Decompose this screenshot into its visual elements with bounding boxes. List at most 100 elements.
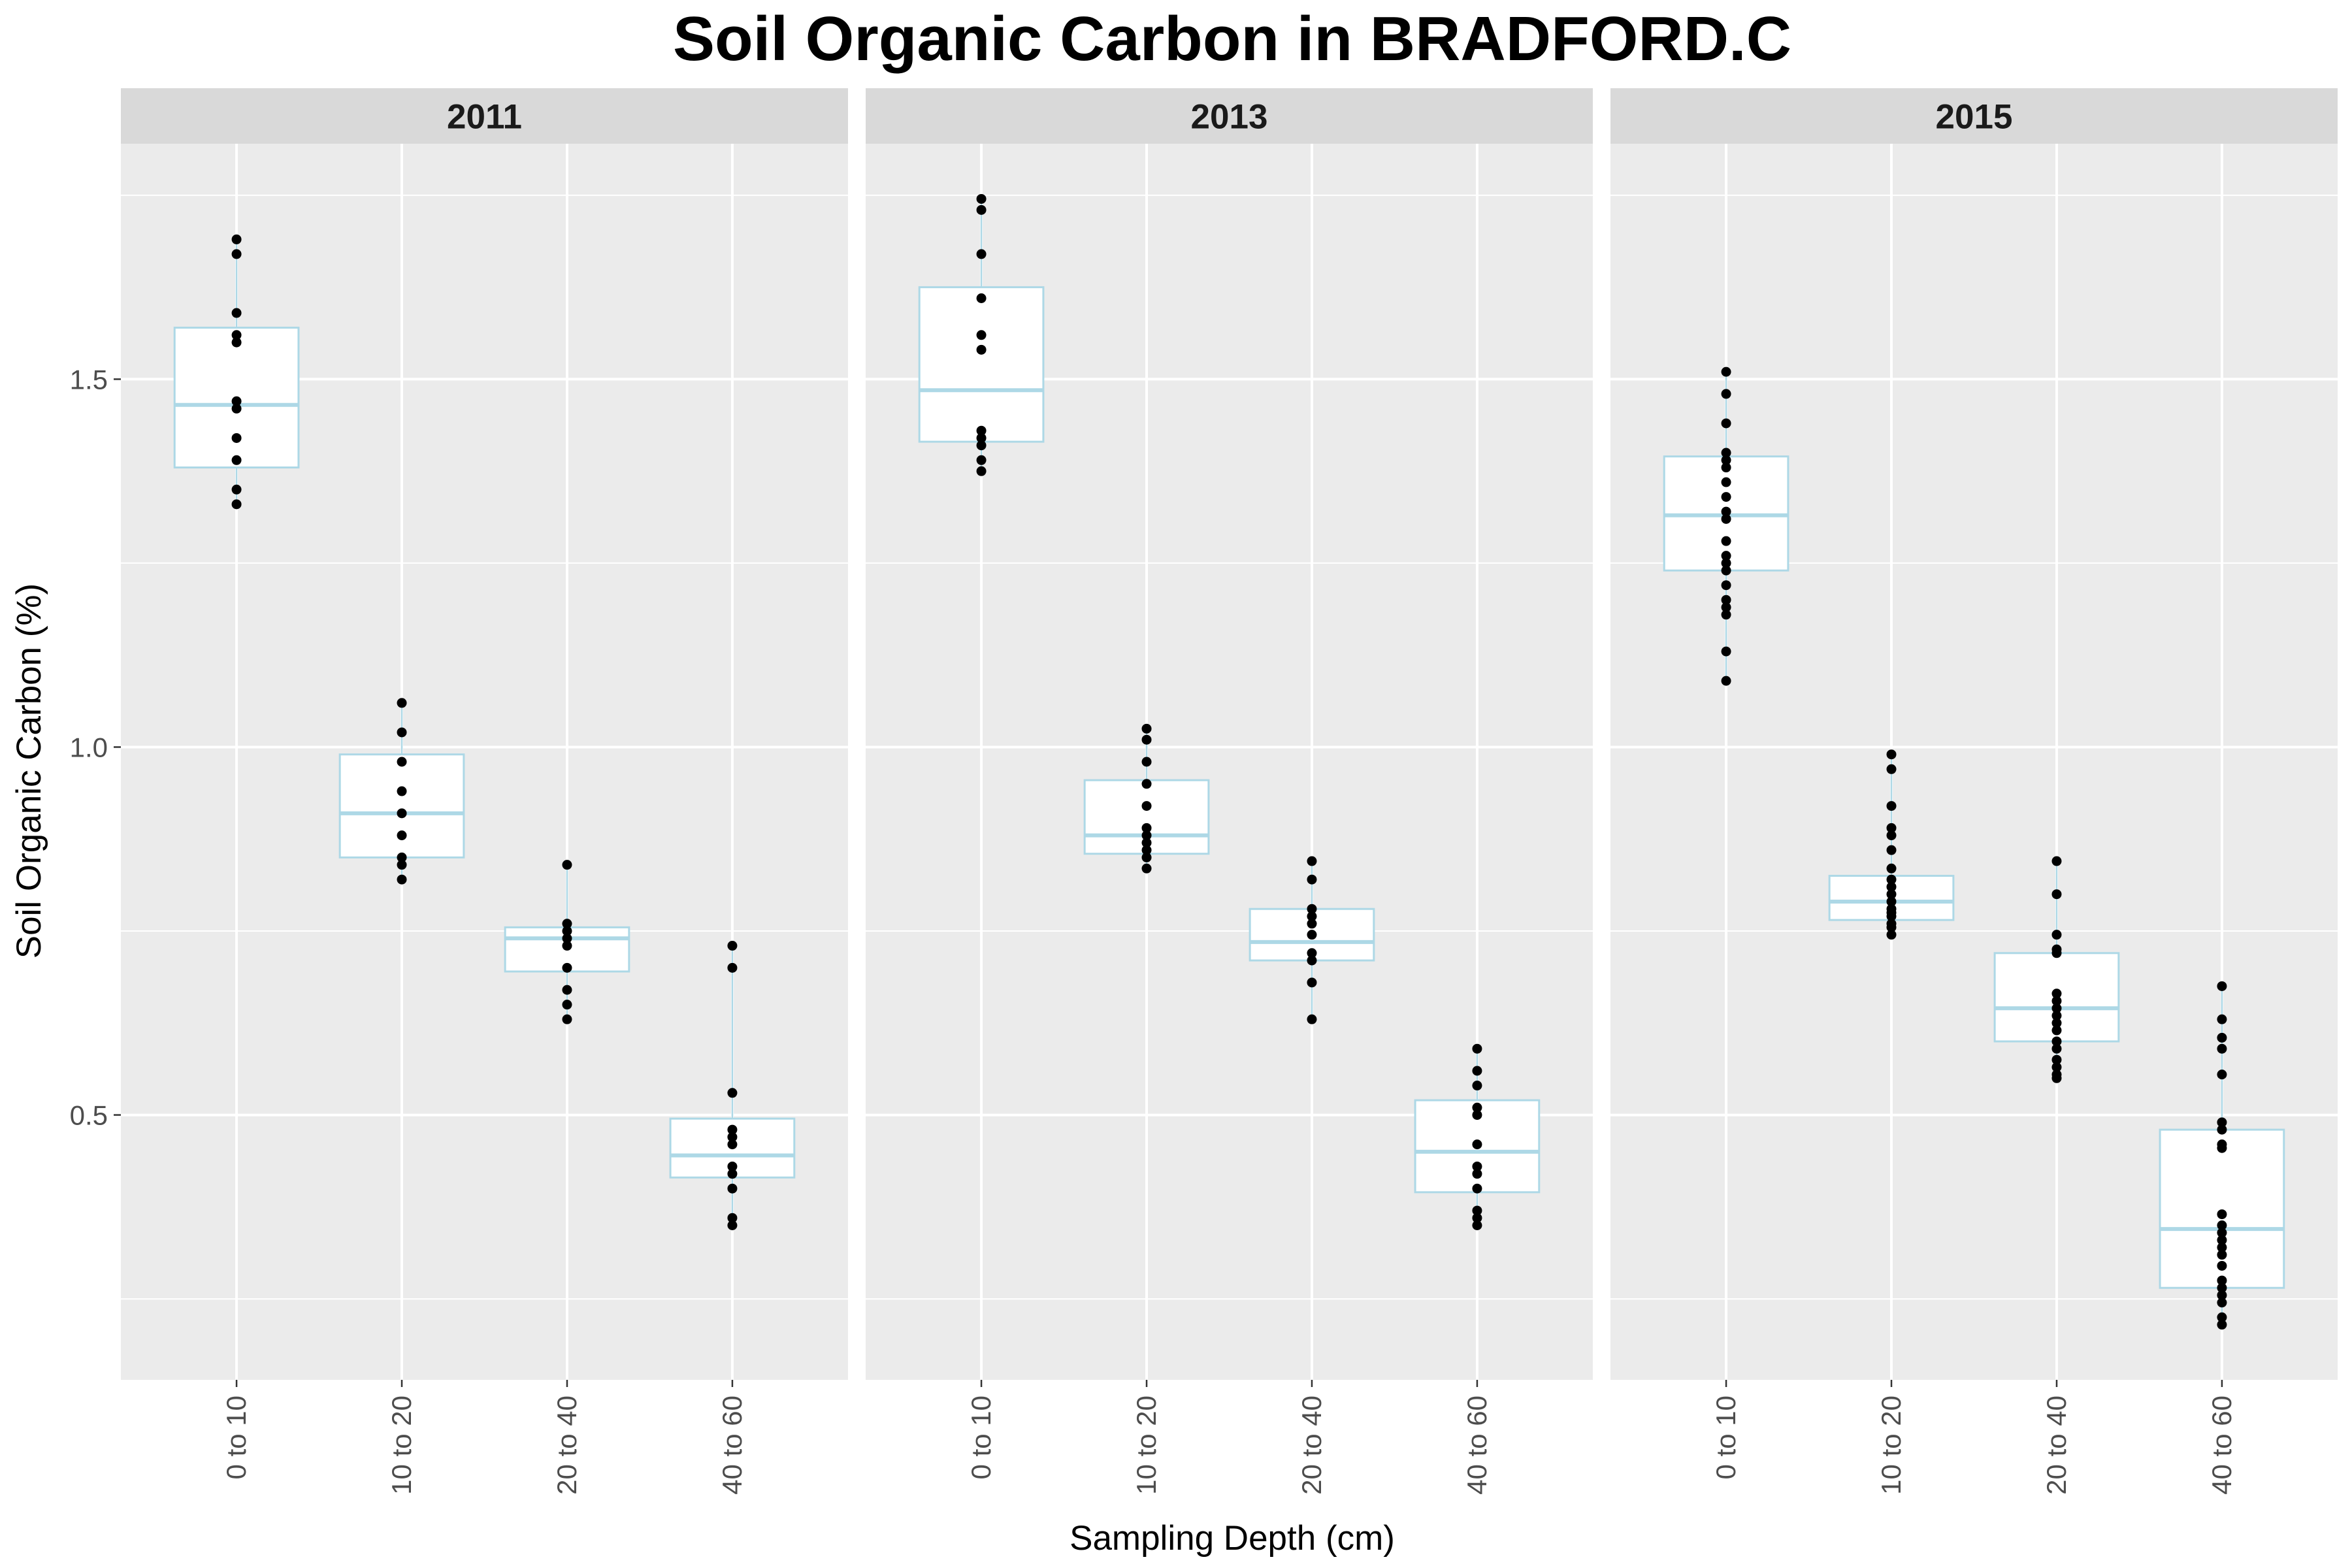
- data-point: [231, 499, 242, 510]
- data-point: [1886, 911, 1897, 921]
- boxplot-10-to-20: [338, 698, 465, 885]
- data-point: [2051, 889, 2062, 900]
- boxplot-40-to-60: [669, 941, 796, 1230]
- data-point: [2051, 1062, 2062, 1072]
- data-point: [231, 249, 242, 259]
- data-point: [397, 852, 407, 862]
- data-point: [2051, 856, 2062, 866]
- data-point: [397, 874, 407, 885]
- data-point: [2217, 981, 2227, 991]
- data-point: [1307, 856, 1317, 866]
- data-point: [1721, 367, 1731, 377]
- data-point: [1721, 558, 1731, 568]
- box-iqr: [338, 753, 465, 858]
- data-point: [727, 1161, 738, 1171]
- boxplot-10-to-20: [1083, 723, 1210, 874]
- data-point: [231, 455, 242, 465]
- data-point: [2217, 1298, 2227, 1308]
- x-tick-label: 20 to 40: [2041, 1396, 2072, 1495]
- data-point: [1886, 863, 1897, 874]
- facet-strip-label: 2011: [447, 98, 522, 137]
- x-tick-label: 40 to 60: [2206, 1396, 2237, 1495]
- data-point: [1886, 823, 1897, 833]
- data-point: [231, 234, 242, 244]
- data-point: [562, 1014, 572, 1024]
- data-point: [2217, 1250, 2227, 1260]
- data-point: [1307, 930, 1317, 940]
- x-tick-label: 0 to 10: [221, 1396, 252, 1479]
- chart-title: Soil Organic Carbon in BRADFORD.C: [673, 4, 1791, 74]
- data-point: [1721, 455, 1731, 465]
- data-point: [1472, 1169, 1482, 1179]
- data-point: [562, 941, 572, 951]
- data-point: [1721, 418, 1731, 429]
- facet-panel-2011: 2011 0 to 10 10 to 20 20 to 40 40 to 60: [121, 88, 848, 1495]
- data-point: [1721, 463, 1731, 473]
- data-point: [231, 403, 242, 414]
- data-point: [1886, 930, 1897, 940]
- data-point: [1141, 734, 1152, 745]
- data-point: [2051, 1073, 2062, 1083]
- data-point: [2051, 988, 2062, 999]
- x-tick-label: 20 to 40: [1296, 1396, 1327, 1495]
- data-point: [1307, 904, 1317, 914]
- facet-panel-2013: 2013 0 to 10 10 to 20 20 to 40 40 to 60: [866, 88, 1593, 1495]
- facet-strip: [1610, 88, 2338, 144]
- data-point: [1472, 1110, 1482, 1120]
- data-point: [1721, 565, 1731, 576]
- data-point: [2217, 1242, 2227, 1252]
- data-point: [1886, 896, 1897, 907]
- boxplot-40-to-60: [2159, 981, 2285, 1330]
- facet-panels: 2011 0 to 10 10 to 20 20 to 40 40 to 60 2013 0…: [121, 88, 2338, 1495]
- data-point: [2051, 1003, 2062, 1013]
- data-point: [562, 985, 572, 995]
- data-point: [231, 337, 242, 348]
- data-point: [2051, 1036, 2062, 1047]
- data-point: [1721, 551, 1731, 561]
- data-point: [976, 455, 987, 465]
- facet-strip-label: 2015: [1936, 98, 2013, 137]
- y-axis-title: Soil Organic Carbon (%): [10, 583, 48, 958]
- data-point: [727, 1124, 738, 1135]
- data-point: [1141, 845, 1152, 855]
- data-point: [562, 860, 572, 870]
- boxplot-20-to-40: [1249, 856, 1375, 1024]
- data-point: [397, 698, 407, 708]
- data-point: [1721, 514, 1731, 524]
- data-point: [1307, 874, 1317, 885]
- data-point: [1141, 757, 1152, 767]
- data-point: [1721, 610, 1731, 620]
- data-point: [2051, 1018, 2062, 1028]
- data-point: [727, 1169, 738, 1179]
- data-point: [397, 757, 407, 767]
- data-point: [2217, 1282, 2227, 1293]
- data-point: [2051, 948, 2062, 958]
- data-point: [1141, 852, 1152, 862]
- data-point: [231, 433, 242, 443]
- data-point: [2217, 1220, 2227, 1230]
- x-axis-title: Sampling Depth (cm): [1070, 1519, 1395, 1558]
- data-point: [1141, 823, 1152, 833]
- data-point: [2217, 1290, 2227, 1300]
- data-point: [1721, 506, 1731, 517]
- data-point: [727, 941, 738, 951]
- data-point: [2051, 930, 2062, 940]
- data-point: [231, 330, 242, 340]
- data-point: [562, 1000, 572, 1010]
- y-tick-label: 0.5: [70, 1100, 108, 1131]
- data-point: [1472, 1139, 1482, 1150]
- data-point: [231, 308, 242, 318]
- data-point: [976, 433, 987, 443]
- data-point: [1307, 919, 1317, 929]
- data-point: [1307, 948, 1317, 958]
- data-point: [1721, 602, 1731, 612]
- data-point: [2217, 1070, 2227, 1080]
- data-point: [1886, 845, 1897, 855]
- data-point: [1721, 536, 1731, 546]
- boxplot-20-to-40: [1993, 856, 2120, 1083]
- x-tick-label: 0 to 10: [1710, 1396, 1741, 1479]
- x-tick-label: 10 to 20: [1131, 1396, 1162, 1495]
- data-point: [727, 1132, 738, 1142]
- box-iqr: [918, 286, 1045, 443]
- data-point: [727, 1139, 738, 1150]
